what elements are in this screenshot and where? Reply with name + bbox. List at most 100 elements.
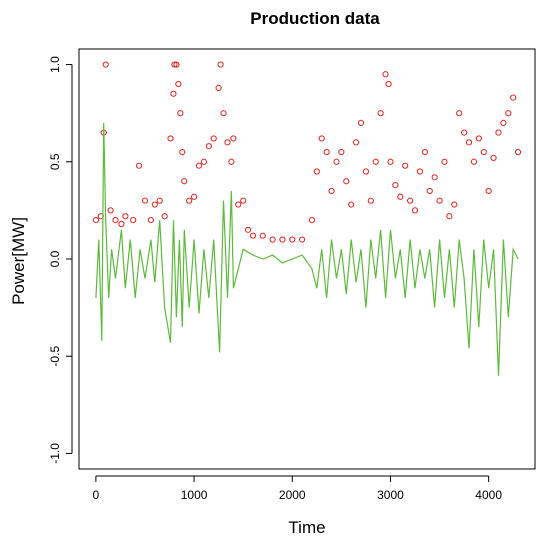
scatter-point [156, 197, 163, 204]
scatter-point [436, 197, 443, 204]
scatter-point [102, 61, 109, 68]
scatter-point [210, 135, 217, 142]
scatter-point [328, 187, 335, 195]
scatter-point [161, 213, 168, 220]
scatter-point [441, 158, 448, 165]
y-axis: -1.0 -0.5 0.0 0.5 1.0 [48, 56, 73, 464]
scatter-point [480, 148, 487, 156]
scatter-point [382, 71, 389, 78]
scatter-point [279, 236, 286, 243]
scatter-point [224, 139, 231, 146]
scatter-point [485, 187, 492, 195]
plot-frame [78, 48, 536, 470]
scatter-point [205, 143, 212, 150]
scatter-point [465, 139, 473, 146]
chart-title: Production data [250, 9, 380, 28]
scatter-point [298, 236, 306, 243]
scatter-point [107, 207, 114, 214]
scatter-point [230, 135, 237, 142]
scatter-point [505, 110, 512, 117]
scatter-point [130, 217, 137, 224]
scatter-point [510, 94, 517, 101]
x-tick-label: 2000 [279, 488, 306, 502]
scatter-point [411, 207, 419, 214]
scatter-point [181, 178, 188, 185]
scatter-point [451, 201, 458, 208]
scatter-point [269, 236, 276, 243]
scatter-point [385, 80, 392, 88]
scatter-point [323, 148, 330, 156]
scatter-point [421, 148, 428, 156]
scatter-series [92, 61, 522, 243]
scatter-point [118, 220, 125, 228]
scatter-point [141, 197, 149, 204]
scatter-point [446, 213, 453, 220]
scatter-point [220, 110, 227, 117]
scatter-point [333, 158, 340, 165]
scatter-point [190, 193, 198, 200]
scatter-point [289, 236, 296, 243]
scatter-point [338, 148, 345, 156]
scatter-point [343, 178, 350, 185]
scatter-point [318, 135, 325, 142]
scatter-point [397, 193, 404, 200]
scatter-point [228, 158, 235, 165]
scatter-point [402, 162, 409, 169]
x-axis-label: Time [288, 518, 325, 537]
y-tick-label: 1.0 [48, 56, 62, 73]
scatter-point [362, 168, 370, 175]
y-tick-label: -1.0 [48, 443, 62, 464]
scatter-point [495, 129, 502, 136]
scatter-point [244, 226, 252, 233]
scatter-point [200, 158, 207, 165]
y-tick-label: 0.5 [48, 153, 62, 170]
y-tick-label: 0.0 [48, 250, 62, 267]
scatter-point [416, 168, 424, 175]
scatter-point [167, 135, 174, 142]
scatter-point [171, 61, 178, 68]
scatter-point [175, 80, 182, 88]
scatter-point [313, 168, 320, 175]
scatter-point [177, 110, 184, 117]
scatter-point [92, 217, 99, 224]
scatter-point [151, 201, 158, 208]
scatter-point [475, 135, 482, 142]
scatter-point [426, 187, 433, 195]
scatter-point [112, 217, 119, 224]
scatter-point [377, 110, 384, 117]
y-axis-label: Power[MW] [9, 217, 28, 305]
scatter-point [407, 197, 414, 204]
scatter-point [470, 158, 478, 165]
line-series [95, 122, 519, 376]
scatter-point [308, 217, 316, 224]
scatter-point [387, 158, 394, 165]
scatter-point [515, 148, 522, 156]
scatter-point [500, 119, 507, 126]
scatter-point [122, 213, 129, 220]
scatter-point [179, 148, 186, 156]
scatter-point [259, 232, 266, 239]
scatter-point [240, 197, 247, 204]
scatter-point [367, 197, 374, 204]
scatter-point [170, 90, 177, 97]
scatter-point [348, 201, 355, 208]
scatter-point [456, 110, 463, 117]
scatter-point [235, 201, 242, 208]
scatter-point [173, 61, 180, 68]
scatter-point [217, 61, 224, 68]
x-tick-label: 4000 [475, 488, 502, 502]
x-tick-label: 0 [93, 488, 100, 502]
scatter-point [461, 129, 468, 136]
scatter-point [215, 84, 222, 91]
scatter-point [186, 197, 193, 204]
scatter-point [195, 162, 203, 169]
scatter-point [352, 139, 360, 146]
x-tick-label: 1000 [181, 488, 208, 502]
scatter-point [392, 182, 399, 189]
scatter-point [357, 119, 365, 126]
scatter-point [147, 217, 154, 224]
scatter-point [249, 232, 257, 239]
series-layer [92, 61, 522, 376]
x-axis: 0 1000 2000 3000 4000 [93, 475, 502, 502]
